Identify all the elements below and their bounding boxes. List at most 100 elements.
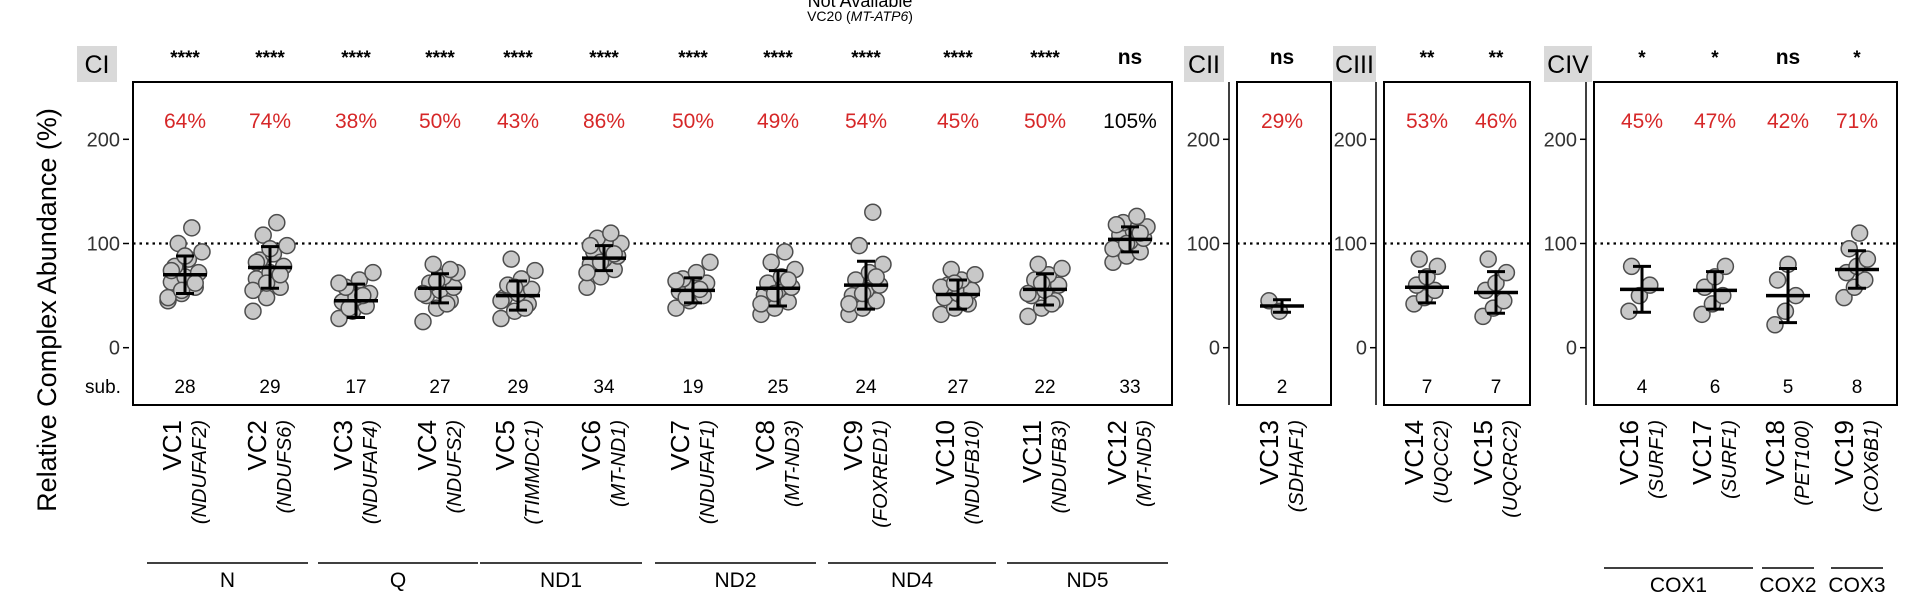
- n-label-VC7: 19: [682, 377, 703, 398]
- significance-VC19: *: [1853, 48, 1861, 69]
- panel-label-CIV: CIV: [1547, 51, 1589, 79]
- gene-name-VC3: (NDUFAF4): [360, 420, 382, 524]
- group-label-COX3: COX3: [1828, 574, 1885, 597]
- n-label-VC2: 29: [259, 377, 280, 398]
- percent-label-VC18: 42%: [1767, 110, 1809, 133]
- percent-label-VC16: 45%: [1621, 110, 1663, 133]
- n-label-VC14: 7: [1422, 377, 1433, 398]
- data-point-VC9: [840, 295, 858, 313]
- data-point-VC19: [1858, 250, 1877, 268]
- data-point-VC11: [1053, 259, 1071, 278]
- data-point-VC9: [864, 203, 882, 221]
- n-label-VC18: 5: [1783, 377, 1794, 398]
- gene-name-VC4: (NDUFS2): [444, 420, 466, 513]
- data-point-VC7: [667, 272, 685, 290]
- subunit-name-VC3: VC3: [328, 420, 358, 471]
- data-point-VC1: [186, 274, 204, 292]
- data-point-VC7: [667, 299, 685, 317]
- gene-name-VC6: (MT-ND1): [608, 420, 630, 507]
- y-tick-label: 100: [1334, 234, 1367, 256]
- percent-label-VC12: 105%: [1103, 110, 1157, 133]
- y-tick-label: 200: [1187, 129, 1220, 151]
- data-point-VC10: [945, 274, 964, 292]
- significance-VC9: ****: [851, 48, 881, 69]
- significance-VC10: ****: [943, 48, 973, 69]
- significance-VC18: ns: [1776, 46, 1801, 69]
- y-axis-title: Relative Complex Abundance (%): [32, 108, 62, 512]
- percent-label-VC11: 50%: [1024, 110, 1066, 133]
- data-point-VC1: [183, 219, 201, 237]
- subunit-name-VC16: VC16: [1614, 420, 1644, 485]
- data-point-VC4: [424, 255, 442, 274]
- n-label-VC8: 25: [767, 377, 788, 398]
- group-label-COX2: COX2: [1759, 574, 1816, 597]
- y-tick-label: 0: [1209, 338, 1220, 360]
- sub-row-label: sub.: [85, 377, 121, 398]
- significance-VC17: *: [1711, 48, 1719, 69]
- data-point-VC1: [193, 243, 211, 261]
- n-label-VC17: 6: [1710, 377, 1721, 398]
- data-point-VC12: [1107, 215, 1126, 234]
- data-point-VC14: [1410, 250, 1428, 268]
- significance-VC13: ns: [1270, 46, 1295, 69]
- subunit-name-VC6: VC6: [576, 420, 606, 471]
- group-label-ND5: ND5: [1066, 569, 1108, 592]
- data-point-VC2: [244, 281, 262, 300]
- y-tick-label: 100: [1544, 234, 1577, 256]
- subunit-name-VC18: VC18: [1760, 420, 1790, 485]
- subunit-name-VC11: VC11: [1017, 420, 1047, 483]
- not-available-subunit: VC20 (MT-ATP6): [807, 8, 913, 24]
- y-tick-label: 200: [1334, 129, 1367, 151]
- subunit-name-VC4: VC4: [412, 420, 442, 471]
- significance-VC4: ****: [425, 48, 455, 69]
- n-label-VC10: 27: [947, 377, 968, 398]
- n-label-VC5: 29: [507, 377, 528, 398]
- data-point-VC15: [1495, 292, 1513, 310]
- data-point-VC5: [502, 250, 520, 268]
- data-point-VC19: [1835, 288, 1853, 307]
- data-point-VC10: [966, 266, 984, 284]
- percent-label-VC3: 38%: [335, 110, 377, 133]
- gene-name-VC8: (MT-ND3): [782, 420, 804, 507]
- group-label-Q: Q: [390, 569, 406, 592]
- n-label-VC9: 24: [855, 377, 877, 398]
- percent-label-VC17: 47%: [1694, 110, 1736, 133]
- n-label-VC11: 22: [1034, 377, 1055, 398]
- data-point-VC4: [414, 312, 432, 331]
- panel-label-CII: CII: [1188, 51, 1220, 79]
- not-available-title: Not Available: [807, 0, 913, 11]
- y-tick-label: 0: [1356, 338, 1367, 360]
- significance-VC16: *: [1638, 48, 1646, 69]
- significance-VC6: ****: [589, 48, 619, 69]
- subunit-name-VC10: VC10: [930, 420, 960, 485]
- n-label-VC13: 2: [1277, 377, 1288, 398]
- data-point-VC3: [364, 263, 382, 282]
- gene-name-VC14: (UQCC2): [1431, 420, 1453, 503]
- significance-VC15: **: [1489, 48, 1504, 69]
- data-point-VC18: [1766, 316, 1784, 334]
- subunit-name-VC7: VC7: [665, 420, 695, 471]
- data-point-VC12: [1128, 207, 1146, 226]
- group-label-ND1: ND1: [540, 569, 582, 592]
- gene-name-VC15: (UQCRC2): [1500, 420, 1522, 518]
- gene-name-VC18: (PET100): [1792, 420, 1814, 506]
- y-tick-label: 200: [1544, 129, 1577, 151]
- significance-VC7: ****: [678, 48, 708, 69]
- percent-label-VC14: 53%: [1406, 110, 1448, 133]
- data-point-VC5: [492, 309, 510, 328]
- panel-label-bg-CIII: [1333, 46, 1376, 82]
- subunit-name-VC2: VC2: [242, 420, 272, 471]
- n-label-VC19: 8: [1852, 377, 1863, 398]
- significance-VC14: **: [1420, 48, 1435, 69]
- data-point-VC2: [268, 213, 286, 232]
- subunit-name-VC12: VC12: [1102, 420, 1132, 485]
- significance-VC5: ****: [503, 48, 533, 69]
- gene-name-VC11: (NDUFB3): [1049, 420, 1071, 513]
- group-label-N: N: [220, 569, 235, 592]
- n-label-VC4: 27: [429, 377, 450, 398]
- data-point-VC2: [244, 302, 262, 320]
- group-label-ND2: ND2: [714, 569, 756, 592]
- gene-name-VC5: (TIMMDC1): [522, 420, 544, 524]
- percent-label-VC8: 49%: [757, 110, 799, 133]
